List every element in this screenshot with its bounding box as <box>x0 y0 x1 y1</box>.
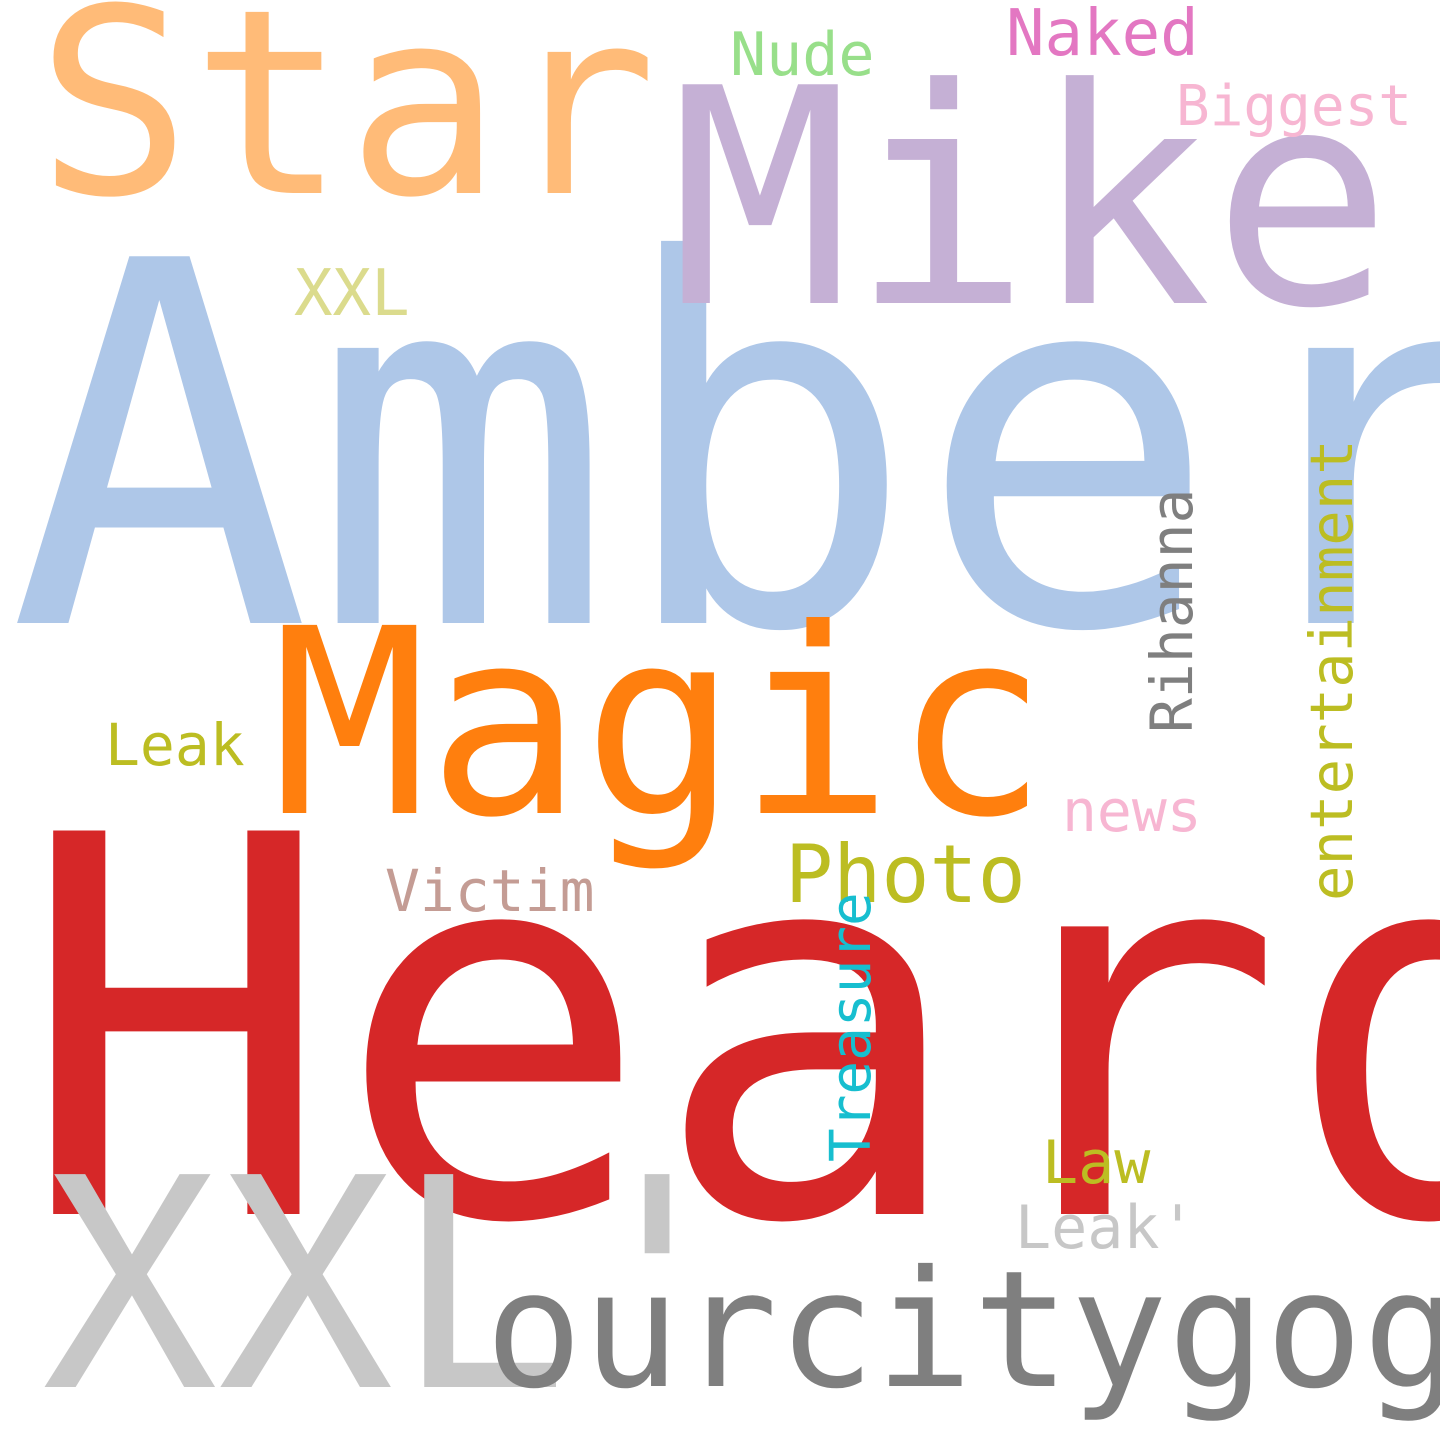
word-rihanna: Rihanna <box>1138 488 1206 733</box>
word-leak: Leak <box>105 711 245 779</box>
word-entertainment: entertainment <box>1297 439 1366 901</box>
word-heard: Heard <box>18 727 1440 1339</box>
word-xxl-quote: XXL' <box>42 1116 746 1440</box>
word-law: Law <box>1042 1128 1151 1198</box>
word-biggest: Biggest <box>1176 74 1413 139</box>
word-victim: Victim <box>385 857 595 925</box>
word-mike: Mike <box>670 25 1393 374</box>
word-star: Star <box>36 0 658 254</box>
word-leak-quote: Leak' <box>1015 1193 1196 1263</box>
word-photo: Photo <box>785 828 1026 921</box>
word-amber: Amber <box>8 156 1440 742</box>
word-ourcitygogo: ourcitygogo <box>485 1237 1440 1425</box>
word-treasure: Treasure <box>819 892 884 1162</box>
word-magic: Magic <box>272 574 1049 874</box>
word-nude: Nude <box>730 20 875 90</box>
word-naked: Naked <box>1006 0 1199 71</box>
word-xxl: XXL <box>294 257 410 331</box>
word-news: news <box>1062 777 1202 845</box>
